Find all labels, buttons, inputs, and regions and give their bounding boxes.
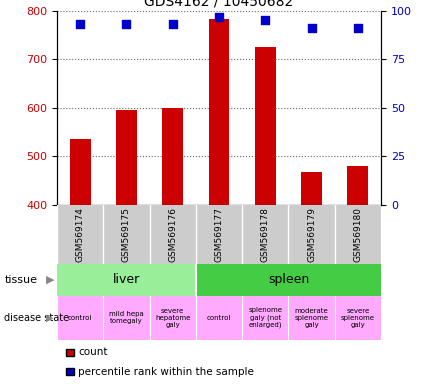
Text: GSM569174: GSM569174 (76, 207, 85, 262)
Bar (162, 108, 183, 205)
Bar (149, 296, 196, 340)
Point (215, 13, 223, 20)
Bar (301, 172, 322, 205)
Bar (347, 166, 368, 205)
Point (123, 21, 130, 27)
Bar (289, 296, 335, 340)
Text: severe
hepatome
galy: severe hepatome galy (155, 308, 191, 328)
Bar (208, 19, 230, 205)
Point (169, 21, 176, 27)
Bar (255, 46, 276, 205)
Text: mild hepa
tomegaly: mild hepa tomegaly (109, 311, 144, 324)
Bar (57, 296, 103, 340)
Bar (70, 139, 91, 205)
Point (77, 21, 84, 27)
Bar (57, 264, 196, 296)
Point (262, 17, 269, 23)
Text: control: control (68, 315, 92, 321)
Text: GSM569175: GSM569175 (122, 207, 131, 262)
Text: ▶: ▶ (46, 313, 53, 323)
Bar (242, 296, 289, 340)
Text: splenome
galy (not
enlarged): splenome galy (not enlarged) (248, 307, 283, 328)
Bar (335, 296, 381, 340)
Text: GSM569176: GSM569176 (168, 207, 177, 262)
Text: liver: liver (113, 273, 140, 286)
Bar (196, 296, 242, 340)
Text: ▶: ▶ (46, 275, 54, 285)
Text: count: count (78, 347, 107, 358)
Text: control: control (207, 315, 231, 321)
Text: GSM569178: GSM569178 (261, 207, 270, 262)
Bar (103, 296, 149, 340)
Text: percentile rank within the sample: percentile rank within the sample (78, 366, 254, 377)
Text: disease state: disease state (4, 313, 70, 323)
Text: GSM569180: GSM569180 (353, 207, 362, 262)
Text: severe
splenome
galy: severe splenome galy (341, 308, 375, 328)
Title: GDS4162 / 10450682: GDS4162 / 10450682 (145, 0, 293, 8)
Point (354, 25, 361, 31)
Text: spleen: spleen (268, 273, 309, 286)
Text: tissue: tissue (4, 275, 37, 285)
Text: moderate
splenome
galy: moderate splenome galy (295, 308, 328, 328)
Text: GSM569179: GSM569179 (307, 207, 316, 262)
Bar (196, 264, 381, 296)
Point (308, 25, 315, 31)
Text: GSM569177: GSM569177 (215, 207, 223, 262)
Bar (116, 110, 137, 205)
